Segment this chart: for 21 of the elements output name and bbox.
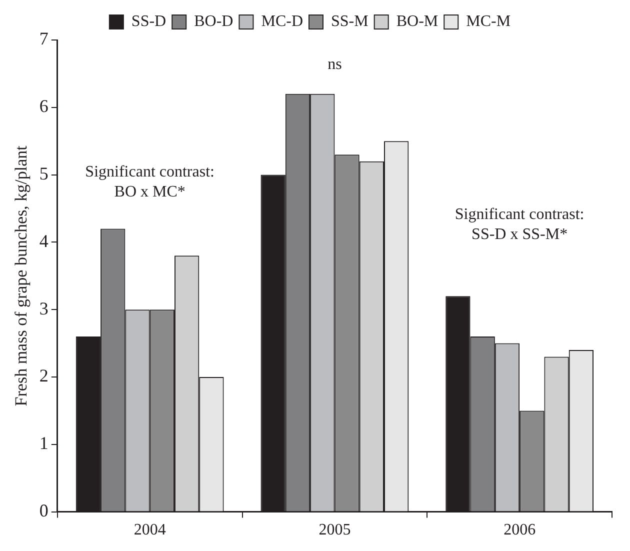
x-tick-label: 2004 — [134, 522, 166, 539]
y-tick-label: 6 — [39, 96, 48, 116]
x-tick-label: 2006 — [504, 522, 536, 539]
legend-label: SS-M — [330, 13, 368, 30]
y-tick-label: 7 — [39, 28, 48, 49]
x-tick-label: 2005 — [318, 522, 351, 539]
annotation: ns — [328, 56, 342, 74]
y-axis-title: Fresh mass of grape bunches, kg/plant — [12, 145, 31, 406]
legend-label: BO-D — [194, 13, 234, 30]
legend-label: SS-D — [131, 13, 166, 30]
y-tick-label: 2 — [39, 366, 48, 386]
legend-label: MC-D — [261, 13, 303, 30]
y-tick-label: 0 — [39, 500, 48, 521]
y-tick-label: 4 — [39, 230, 48, 251]
y-tick-label: 1 — [39, 433, 48, 454]
y-tick-label: 3 — [39, 298, 48, 318]
legend-label: BO-M — [396, 13, 438, 30]
annotation: Significant contrast: SS-D x SS-M* — [454, 206, 584, 244]
legend-label: MC-M — [466, 13, 511, 30]
annotation: Significant contrast: BO x MC* — [85, 164, 214, 201]
y-tick-label: 5 — [39, 164, 48, 184]
